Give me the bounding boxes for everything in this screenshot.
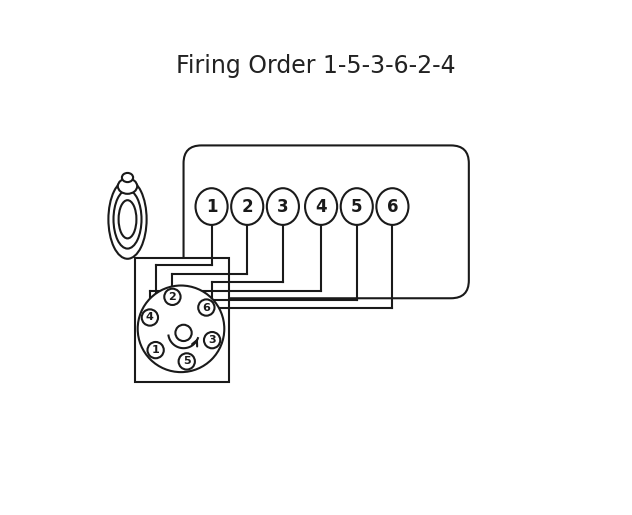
Ellipse shape	[118, 179, 137, 194]
Ellipse shape	[122, 173, 133, 182]
Text: 3: 3	[209, 335, 216, 345]
Ellipse shape	[195, 188, 228, 225]
Circle shape	[176, 325, 191, 341]
Circle shape	[198, 299, 214, 316]
Circle shape	[204, 332, 221, 348]
Ellipse shape	[341, 188, 373, 225]
FancyBboxPatch shape	[183, 145, 469, 298]
Text: 6: 6	[387, 198, 398, 216]
Text: 1: 1	[152, 345, 159, 355]
Text: 1: 1	[206, 198, 217, 216]
Circle shape	[147, 342, 164, 358]
Text: 2: 2	[241, 198, 253, 216]
Circle shape	[179, 353, 195, 370]
Text: 3: 3	[277, 198, 289, 216]
Ellipse shape	[377, 188, 408, 225]
Circle shape	[138, 285, 224, 372]
Text: 5: 5	[183, 356, 191, 367]
Ellipse shape	[114, 190, 142, 249]
Circle shape	[164, 289, 181, 305]
Text: 5: 5	[351, 198, 363, 216]
Text: 4: 4	[146, 313, 154, 322]
Bar	[135, 258, 229, 382]
Text: 2: 2	[169, 292, 176, 302]
Ellipse shape	[305, 188, 337, 225]
Ellipse shape	[267, 188, 299, 225]
Ellipse shape	[119, 200, 137, 238]
Ellipse shape	[109, 180, 147, 259]
Text: 6: 6	[202, 302, 210, 313]
Text: 4: 4	[315, 198, 327, 216]
Ellipse shape	[231, 188, 264, 225]
Text: Firing Order 1-5-3-6-2-4: Firing Order 1-5-3-6-2-4	[176, 55, 456, 78]
Circle shape	[142, 310, 158, 325]
